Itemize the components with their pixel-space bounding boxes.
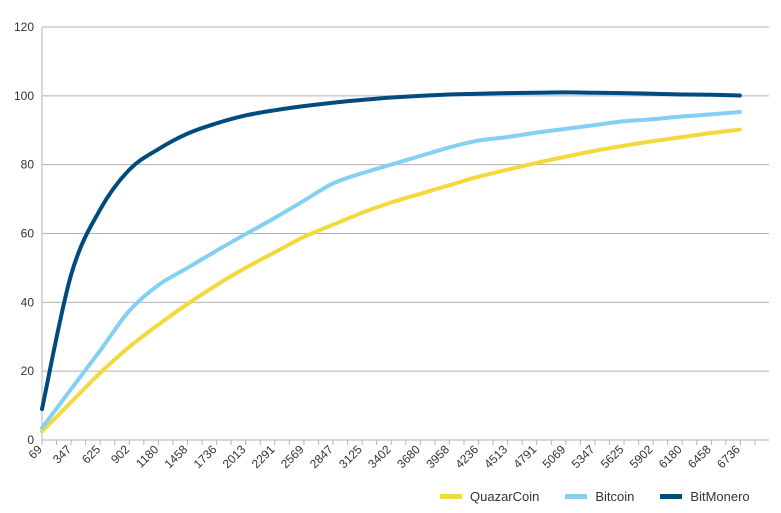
- x-tick-label-3680: 3680: [394, 442, 423, 471]
- legend-item-bitcoin: Bitcoin: [565, 489, 634, 504]
- x-tick-label-3402: 3402: [365, 442, 394, 471]
- x-tick-label-2847: 2847: [307, 442, 336, 471]
- legend-label-bitcoin: Bitcoin: [595, 489, 635, 504]
- x-tick-label-2569: 2569: [278, 442, 307, 471]
- x-tick-label-6180: 6180: [656, 442, 685, 471]
- x-tick-label-1458: 1458: [162, 442, 191, 471]
- x-tick-label-2013: 2013: [220, 442, 249, 471]
- axes: [41, 27, 769, 445]
- legend-item-bitmonero: BitMonero: [660, 489, 750, 504]
- legend: QuazarCoin Bitcoin BitMonero: [440, 489, 750, 504]
- x-tick-label-4791: 4791: [511, 442, 540, 471]
- x-tick-label-1180: 1180: [133, 442, 161, 470]
- x-tick-label-4513: 4513: [481, 442, 510, 471]
- x-tick-label-6458: 6458: [685, 442, 714, 471]
- y-tick-label-100: 100: [14, 89, 34, 103]
- x-tick-label-5902: 5902: [627, 442, 656, 471]
- legend-item-quazarcoin: QuazarCoin: [440, 489, 539, 504]
- legend-swatch-quazarcoin: [440, 494, 462, 499]
- y-tick-label-40: 40: [21, 295, 35, 309]
- y-tick-label-0: 0: [27, 433, 34, 447]
- series-line-bitmonero: [40, 90, 742, 412]
- y-tick-label-60: 60: [21, 227, 35, 241]
- x-tick-label-1736: 1736: [191, 442, 220, 471]
- x-tick-label-3125: 3125: [336, 442, 365, 471]
- x-axis-ticks: 69 347 625 902 1180 1458 1736 2013 2291 2569 2847 3…: [26, 442, 743, 471]
- legend-swatch-bitcoin: [565, 494, 588, 499]
- legend-label-quazarcoin: QuazarCoin: [470, 489, 540, 504]
- x-tick-label-2291: 2291: [249, 442, 278, 471]
- x-tick-label-347: 347: [50, 442, 74, 466]
- x-tick-label-625: 625: [79, 442, 103, 466]
- x-tick-label-5347: 5347: [569, 442, 598, 471]
- y-tick-label-20: 20: [21, 364, 35, 378]
- x-tick-label-902: 902: [108, 442, 132, 466]
- series-line-quazarcoin: [40, 127, 742, 434]
- series-line-bitcoin: [40, 110, 742, 430]
- x-tick-label-4236: 4236: [452, 442, 481, 471]
- y-axis-ticks: 0 20 40 60 80 100 120: [14, 20, 34, 447]
- x-tick-label-5625: 5625: [598, 442, 627, 471]
- legend-swatch-bitmonero: [660, 494, 683, 499]
- y-tick-label-120: 120: [14, 20, 34, 34]
- x-tick-label-3958: 3958: [423, 442, 452, 471]
- series-lines: [40, 90, 742, 434]
- x-tick-label-5069: 5069: [540, 442, 569, 471]
- y-tick-label-80: 80: [21, 158, 35, 172]
- x-tick-label-6736: 6736: [714, 442, 743, 471]
- legend-label-bitmonero: BitMonero: [690, 489, 750, 504]
